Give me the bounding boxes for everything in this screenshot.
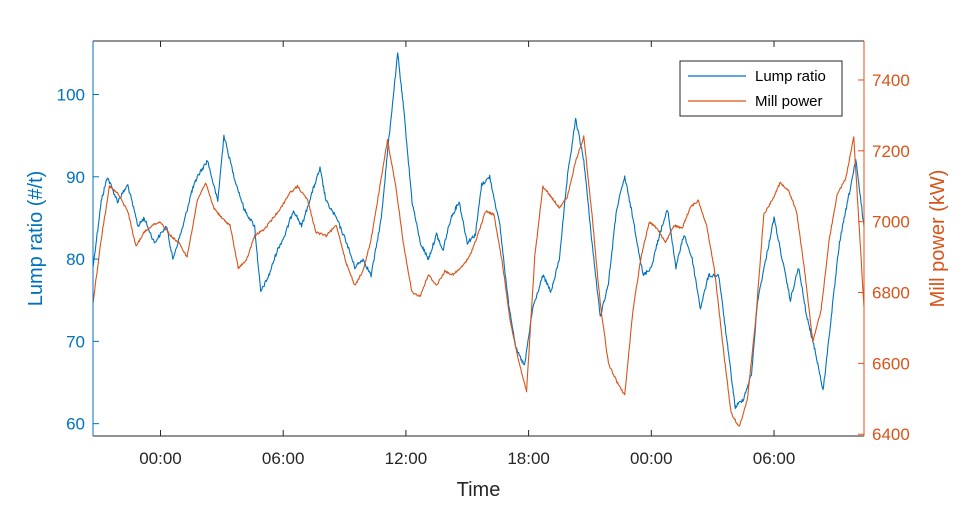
right-y-tick-label: 7000 [872,213,910,232]
right-y-tick-label: 6600 [872,354,910,373]
legend: Lump ratio Mill power [679,60,843,117]
x-tick-label: 00:00 [139,449,182,468]
x-tick-label: 18:00 [507,449,550,468]
axes: 00:00 06:00 12:00 18:00 00:00 06:00 60 70 80 90 10… [57,40,910,468]
right-y-tick-label: 7200 [872,142,910,161]
plot-area [92,52,865,427]
left-y-tick-label: 60 [66,415,85,434]
left-y-axis-title: Lump ratio (#/t) [25,171,47,307]
left-y-tick-label: 100 [57,85,85,104]
right-y-tick-label: 7400 [872,71,910,90]
x-tick-label: 00:00 [630,449,673,468]
series-line-lump-ratio [92,52,865,410]
series-line-mill-power [92,135,865,427]
legend-label-mill-power: Mill power [755,93,823,110]
right-y-axis-title: Mill power (kW) [927,170,949,308]
x-tick-label: 12:00 [385,449,428,468]
x-axis-title: Time [457,479,501,501]
left-y-tick-label: 80 [66,250,85,269]
left-y-tick-label: 90 [66,168,85,187]
x-tick-label: 06:00 [753,449,796,468]
x-tick-label: 06:00 [262,449,305,468]
right-y-tick-label: 6800 [872,284,910,303]
legend-box [679,60,843,117]
right-y-tick-label: 6400 [872,425,910,444]
legend-label-lump-ratio: Lump ratio [755,68,826,85]
left-y-tick-label: 70 [66,332,85,351]
